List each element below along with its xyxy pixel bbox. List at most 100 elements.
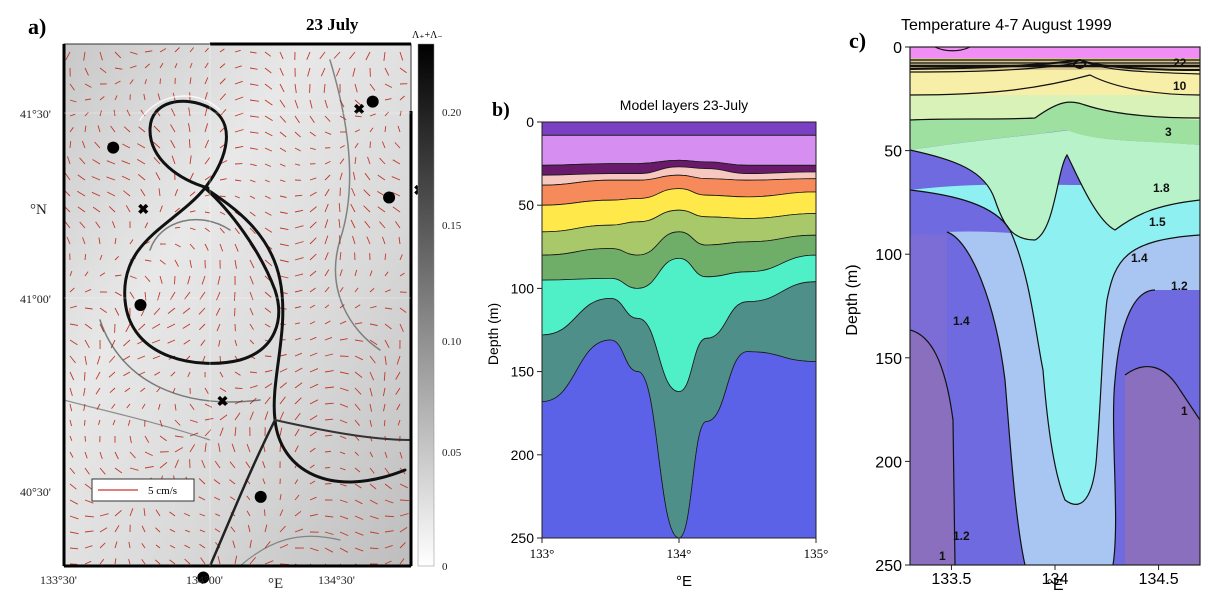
velocity-vector — [309, 304, 316, 309]
velocity-vector — [98, 237, 101, 245]
velocity-vector — [174, 63, 178, 69]
velocity-vector — [99, 527, 108, 533]
velocity-vector — [383, 403, 386, 412]
velocity-vector — [264, 307, 272, 313]
velocity-vector — [264, 99, 273, 106]
velocity-vector — [391, 176, 401, 181]
velocity-vector — [166, 323, 176, 329]
velocity-vector — [174, 403, 177, 411]
velocity-vector — [84, 288, 92, 293]
velocity-vector — [229, 461, 236, 469]
velocity-vector — [354, 419, 360, 426]
velocity-vector — [399, 272, 405, 277]
velocity-vector — [249, 67, 258, 70]
velocity-vector — [294, 428, 300, 437]
velocity-vector — [279, 99, 286, 108]
velocity-vector — [294, 115, 300, 124]
velocity-vector — [309, 177, 317, 181]
velocity-vector — [384, 515, 395, 518]
velocity-vector — [174, 459, 179, 469]
velocity-vector — [69, 99, 77, 103]
velocity-vector — [114, 255, 120, 261]
velocity-vector — [108, 206, 116, 213]
velocity-vector — [112, 419, 116, 426]
velocity-vector — [354, 403, 361, 411]
velocity-vector — [399, 51, 404, 61]
velocity-vector — [369, 483, 377, 490]
velocity-vector — [204, 211, 210, 214]
velocity-vector — [91, 191, 101, 197]
velocity-vector — [219, 427, 224, 437]
velocity-vector — [83, 387, 86, 396]
velocity-vector — [99, 307, 107, 313]
velocity-vector — [377, 174, 386, 181]
velocity-vector — [249, 115, 259, 118]
velocity-vector — [127, 419, 131, 426]
velocity-vector — [144, 50, 153, 53]
panel-b: b) Model layers 23-July 0 50 100 150 200 250 1… — [480, 0, 835, 591]
velocity-vector — [129, 451, 136, 459]
velocity-vector — [69, 483, 77, 490]
velocity-vector — [339, 547, 349, 553]
velocity-vector — [309, 368, 319, 373]
velocity-vector — [324, 370, 334, 373]
contour-label: 1.4 — [1131, 251, 1148, 265]
velocity-vector — [66, 236, 71, 245]
velocity-vector — [99, 558, 105, 565]
velocity-vector — [140, 387, 146, 392]
y-tick-label: 200 — [875, 454, 902, 471]
velocity-vector — [153, 125, 161, 133]
velocity-vector — [324, 235, 329, 245]
velocity-vector — [189, 155, 192, 165]
velocity-vector — [234, 555, 238, 565]
ridge-lines — [64, 59, 411, 566]
velocity-vector — [189, 259, 192, 268]
velocity-vector — [339, 320, 347, 325]
velocity-vector — [84, 560, 92, 565]
velocity-vector — [279, 275, 289, 279]
velocity-vector — [99, 542, 106, 549]
velocity-vector — [110, 339, 116, 349]
velocity-vector — [189, 444, 196, 453]
velocity-vector — [69, 467, 76, 474]
velocity-vector — [245, 461, 251, 469]
velocity-vector — [219, 355, 221, 362]
velocity-vector — [309, 399, 319, 405]
velocity-vector — [84, 371, 86, 381]
velocity-vector — [309, 336, 317, 341]
velocity-vector — [199, 529, 206, 533]
velocity-vector — [262, 478, 266, 485]
velocity-vector — [279, 51, 284, 60]
velocity-vector — [114, 510, 122, 517]
velocity-vector — [114, 451, 119, 460]
velocity-vector — [99, 467, 106, 475]
velocity-vector — [234, 227, 240, 235]
velocity-vector — [384, 253, 387, 261]
lat-tick: 40°30' — [20, 485, 51, 499]
velocity-vector — [219, 63, 226, 69]
velocity-vector — [129, 467, 139, 471]
velocity-vector — [249, 275, 254, 285]
velocity-vector — [324, 418, 334, 421]
velocity-vector — [128, 558, 131, 565]
velocity-vector — [323, 83, 326, 93]
velocity-vector — [202, 355, 206, 362]
velocity-vector — [279, 195, 287, 198]
velocity-vector — [188, 107, 191, 117]
velocity-vector — [154, 371, 161, 376]
velocity-vector — [354, 387, 362, 395]
velocity-vector — [294, 479, 299, 485]
velocity-vector — [174, 243, 181, 248]
velocity-vector — [246, 510, 251, 517]
velocity-vector — [399, 483, 408, 489]
velocity-vector — [354, 467, 361, 473]
velocity-vector — [123, 339, 131, 347]
velocity-vector — [143, 93, 146, 101]
velocity-vector — [294, 99, 299, 109]
velocity-vector — [366, 236, 371, 245]
velocity-vector — [309, 496, 317, 501]
velocity-vector — [232, 540, 236, 549]
velocity-vector — [82, 237, 86, 245]
velocity-vector — [324, 188, 330, 197]
